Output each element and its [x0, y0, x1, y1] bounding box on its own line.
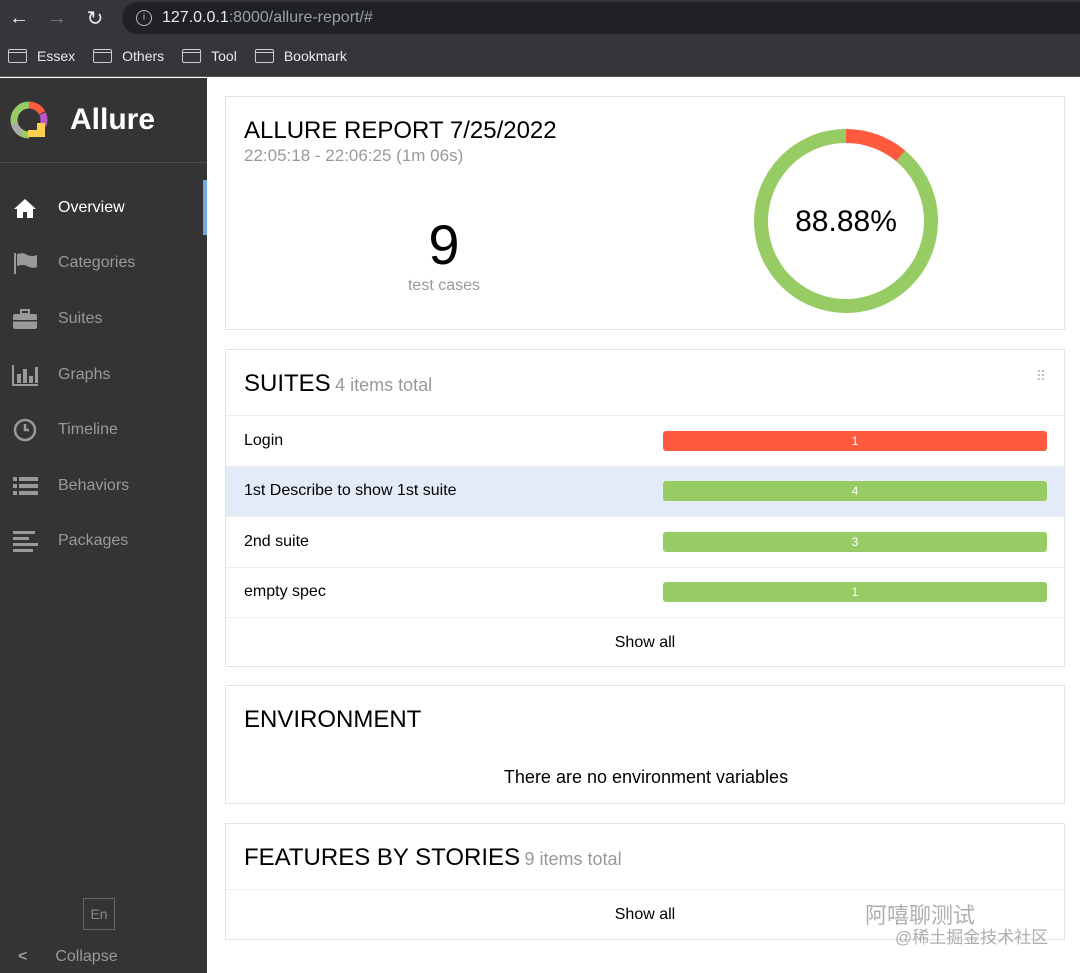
sidebar-item-behaviors[interactable]: Behaviors [0, 458, 207, 514]
drag-handle-icon[interactable]: ⠿ [1035, 368, 1046, 384]
success-rate: 88.88% [795, 205, 897, 238]
suite-name: 2nd suite [244, 532, 309, 550]
bookmark-label: Bookmark [283, 48, 347, 64]
suite-row[interactable]: Login 1 [226, 415, 1064, 466]
folder-icon [254, 49, 274, 63]
address-bar[interactable]: i 127.0.0.1:8000/allure-report/# [122, 2, 1080, 34]
sidebar-item-categories[interactable]: Categories [0, 236, 207, 292]
align-left-icon [12, 530, 38, 553]
sidebar-item-graphs[interactable]: Graphs [0, 347, 207, 403]
suite-name: Login [244, 431, 284, 449]
test-count: 9 [428, 213, 460, 276]
summary-widget: ALLURE REPORT 7/25/2022 22:05:18 - 22:06… [225, 96, 1065, 330]
features-show-all-button[interactable]: Show all [226, 889, 1064, 939]
sidebar-item-label: Timeline [58, 421, 118, 439]
flag-icon [12, 252, 38, 275]
suites-widget: SUITES 4 items total ⠿ Login 1 1st Describ… [225, 349, 1065, 667]
list-icon [12, 475, 38, 497]
features-subtitle: 9 items total [524, 849, 622, 869]
suite-name: empty spec [244, 583, 326, 601]
info-icon[interactable]: i [136, 10, 152, 26]
test-count-label: test cases [407, 277, 481, 294]
bookmarks-bar: Essex Others Tool Bookmark [0, 36, 1080, 77]
sidebar-item-label: Overview [58, 198, 125, 216]
suite-status-bar[interactable]: 1 [663, 582, 1047, 603]
suite-row[interactable]: empty spec 1 [226, 566, 1064, 618]
suite-status-bar[interactable]: 1 [663, 430, 1047, 451]
url-path: :8000/allure-report/# [228, 9, 373, 26]
suite-status-bar[interactable]: 4 [663, 481, 1047, 502]
bookmark-label: Tool [211, 48, 237, 64]
sidebar-item-label: Categories [58, 254, 136, 272]
language-button[interactable]: En [83, 898, 115, 930]
sidebar: Allure Overview Categories Suites Graphs… [0, 78, 207, 973]
features-widget: FEATURES BY STORIES 9 items total Show a… [225, 823, 1065, 940]
report-time: 22:05:18 - 22:06:25 (1m 06s) [244, 146, 464, 165]
sidebar-item-label: Packages [58, 532, 129, 550]
suites-title: SUITES [244, 370, 331, 397]
bar-chart-icon [12, 364, 38, 386]
clock-icon [12, 418, 38, 442]
watermark-line2: @稀土掘金技术社区 [895, 928, 1049, 947]
chevron-left-icon: < [18, 948, 28, 965]
sidebar-item-suites[interactable]: Suites [0, 291, 207, 347]
collapse-label: Collapse [55, 948, 118, 965]
home-icon [12, 197, 38, 219]
bookmark-others[interactable]: Others [93, 48, 164, 64]
suites-subtitle: 4 items total [335, 375, 433, 395]
forward-button[interactable]: → [47, 6, 67, 29]
folder-icon [8, 49, 27, 63]
bookmark-tool[interactable]: Tool [182, 48, 237, 64]
briefcase-icon [12, 308, 38, 330]
folder-icon [182, 49, 202, 63]
bookmark-label: Others [122, 48, 165, 64]
brand-name: Allure [70, 103, 156, 136]
sidebar-item-label: Graphs [58, 365, 111, 383]
browser-toolbar: ← → ↻ i 127.0.0.1:8000/allure-report/# [0, 0, 1080, 36]
url-host: 127.0.0.1 [162, 9, 229, 26]
environment-title: ENVIRONMENT [244, 706, 422, 733]
bookmark-label: Essex [37, 48, 76, 64]
watermark-line1: 阿嘻聊测试 [865, 903, 976, 928]
back-button[interactable]: ← [9, 6, 29, 29]
success-rate-donut[interactable] [750, 125, 942, 317]
bookmark-bookmark[interactable]: Bookmark [254, 48, 347, 64]
sidebar-item-packages[interactable]: Packages [0, 514, 207, 570]
collapse-button[interactable]: < Collapse [18, 948, 118, 966]
donut-failed-segment [754, 129, 938, 313]
sidebar-item-timeline[interactable]: Timeline [0, 402, 207, 458]
folder-icon [93, 49, 113, 63]
suites-show-all-button[interactable]: Show all [226, 617, 1064, 667]
suite-row[interactable]: 2nd suite 3 [226, 516, 1064, 567]
environment-widget: ENVIRONMENT There are no environment var… [225, 685, 1065, 804]
suite-row[interactable]: 1st Describe to show 1st suite 4 [226, 465, 1064, 516]
environment-empty-message: There are no environment variables [503, 767, 789, 787]
features-title: FEATURES BY STORIES [244, 844, 521, 871]
suite-name: 1st Describe to show 1st suite [244, 482, 457, 500]
allure-logo-icon [10, 101, 48, 139]
sidebar-item-label: Behaviors [58, 476, 130, 494]
sidebar-item-overview[interactable]: Overview [0, 180, 207, 236]
allure-logo[interactable]: Allure [0, 78, 207, 163]
sidebar-item-label: Suites [58, 309, 103, 327]
main-content: ALLURE REPORT 7/25/2022 22:05:18 - 22:06… [207, 78, 1080, 973]
watermark: 阿嘻聊测试 @稀土掘金技术社区 [865, 905, 1048, 949]
reload-button[interactable]: ↻ [86, 7, 104, 30]
report-title: ALLURE REPORT 7/25/2022 [244, 117, 557, 144]
suite-status-bar[interactable]: 3 [663, 531, 1047, 552]
bookmark-essex[interactable]: Essex [8, 48, 75, 64]
